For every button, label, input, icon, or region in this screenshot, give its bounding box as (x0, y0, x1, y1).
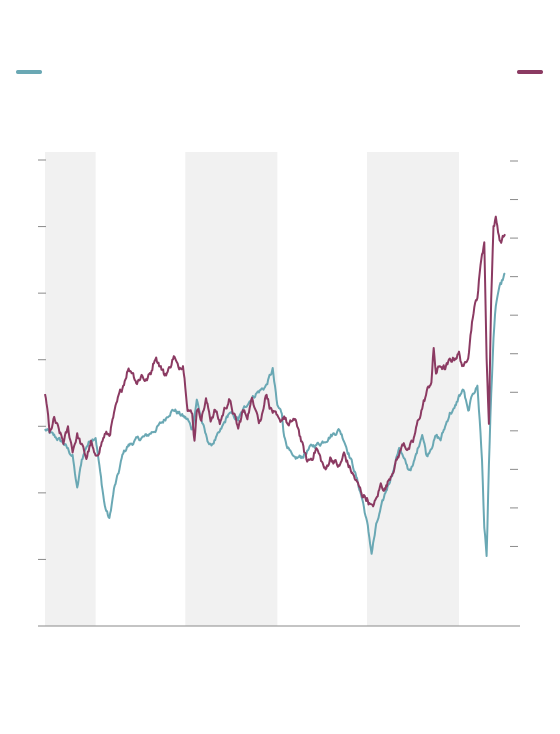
shaded-period-2 (367, 152, 459, 626)
recession-shading (45, 152, 459, 626)
series-lines (44, 215, 506, 557)
shaded-period-0 (45, 152, 96, 626)
axes (38, 159, 520, 627)
series-line-0 (44, 272, 506, 557)
series-line-1 (44, 215, 506, 508)
